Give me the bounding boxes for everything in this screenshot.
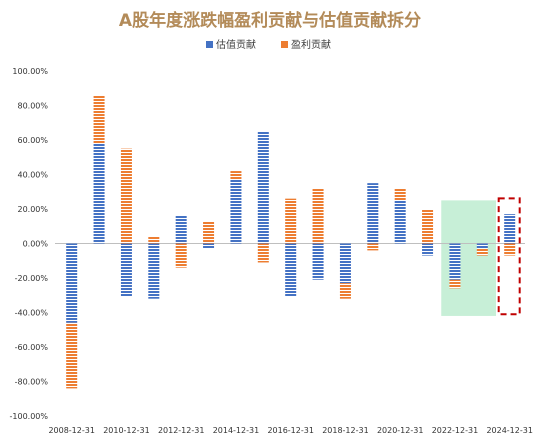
- bar-earnings-contribution: [394, 188, 406, 201]
- y-tick-label: 20.00%: [17, 205, 48, 214]
- y-tick-label: -100.00%: [10, 412, 49, 421]
- bar-valuation-contribution: [285, 243, 297, 297]
- legend-swatch-valuation: [206, 41, 213, 48]
- bar-valuation-contribution: [339, 243, 351, 284]
- annotation-frames: [497, 197, 521, 316]
- bar-valuation-contribution: [504, 214, 516, 244]
- bar-valuation-contribution: [66, 243, 78, 323]
- bar-earnings-contribution: [285, 198, 297, 244]
- y-tick-label: -80.00%: [15, 378, 49, 387]
- x-tick-label: 2008-12-31: [48, 426, 95, 435]
- y-tick-label: 0.00%: [23, 240, 49, 249]
- bar-valuation-contribution: [367, 183, 379, 244]
- x-tick-label: 2020-12-31: [377, 426, 424, 435]
- bar-valuation-contribution: [230, 179, 242, 244]
- x-tick-label: 2010-12-31: [103, 426, 150, 435]
- bar-earnings-contribution: [257, 243, 269, 263]
- chart-title: A股年度涨跌幅盈利贡献与估值贡献拆分: [119, 10, 421, 31]
- bar-valuation-contribution: [394, 200, 406, 244]
- bar-earnings-contribution: [367, 243, 379, 251]
- bars: [66, 95, 516, 389]
- bar-valuation-contribution: [203, 243, 215, 249]
- x-tick-label: 2022-12-31: [432, 426, 479, 435]
- y-tick-label: -60.00%: [15, 343, 49, 352]
- bar-earnings-contribution: [203, 221, 215, 244]
- bar-earnings-contribution: [120, 148, 132, 244]
- bar-earnings-contribution: [175, 243, 187, 268]
- legend-swatch-earnings: [281, 41, 288, 48]
- x-tick-label: 2016-12-31: [267, 426, 314, 435]
- y-tick-label: -20.00%: [15, 274, 49, 283]
- y-tick-label: 60.00%: [17, 136, 48, 145]
- bar-earnings-contribution: [148, 236, 160, 244]
- bar-earnings-contribution: [476, 248, 488, 256]
- legend-label-valuation: 估值贡献: [216, 38, 256, 51]
- bar-valuation-contribution: [476, 243, 488, 249]
- y-tick-label: 100.00%: [12, 67, 48, 76]
- bar-earnings-contribution: [312, 188, 324, 244]
- bar-earnings-contribution: [449, 279, 461, 289]
- bar-valuation-contribution: [148, 243, 160, 299]
- legend: 估值贡献 盈利贡献: [206, 38, 331, 51]
- bar-earnings-contribution: [93, 95, 105, 144]
- bar-valuation-contribution: [120, 243, 132, 297]
- bar-valuation-contribution: [257, 131, 269, 244]
- bar-earnings-contribution: [230, 171, 242, 180]
- bar-valuation-contribution: [312, 243, 324, 280]
- x-tick-label: 2024-12-31: [486, 426, 533, 435]
- bar-earnings-contribution: [504, 243, 516, 256]
- highlight-dashed-box: [497, 197, 521, 316]
- y-tick-label: 80.00%: [17, 102, 48, 111]
- bar-valuation-contribution: [93, 143, 105, 244]
- legend-label-earnings: 盈利贡献: [291, 38, 331, 51]
- bar-earnings-contribution: [339, 283, 351, 299]
- y-tick-label: 40.00%: [17, 171, 48, 180]
- bar-valuation-contribution: [449, 243, 461, 280]
- x-tick-label: 2014-12-31: [213, 426, 260, 435]
- bar-valuation-contribution: [175, 215, 187, 244]
- bar-valuation-contribution: [422, 243, 434, 256]
- x-tick-label: 2018-12-31: [322, 426, 369, 435]
- y-tick-label: -40.00%: [15, 309, 49, 318]
- bar-earnings-contribution: [66, 322, 78, 389]
- bar-earnings-contribution: [422, 209, 434, 244]
- x-tick-label: 2012-12-31: [158, 426, 205, 435]
